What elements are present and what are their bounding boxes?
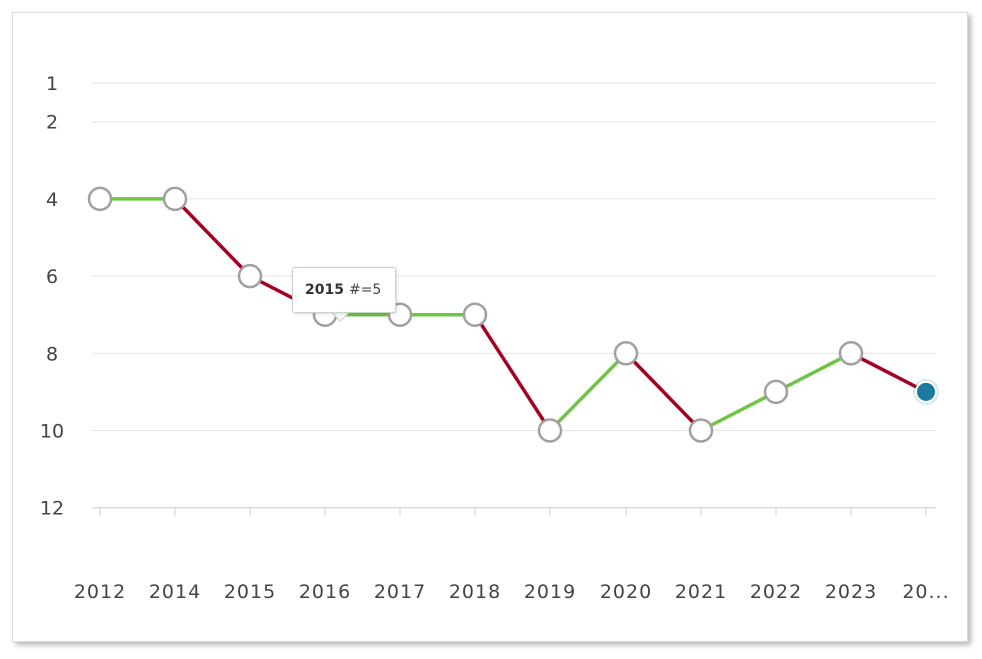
series-segment [624, 351, 703, 433]
y-tick-label: 1 [46, 73, 58, 95]
series-segments [98, 197, 928, 433]
x-tick-label: 2014 [149, 581, 201, 603]
y-tick-label: 10 [40, 421, 64, 443]
series-points [87, 186, 939, 443]
x-tick-label: 2012 [74, 581, 126, 603]
x-tick-label: 2018 [449, 581, 501, 603]
series-segment [473, 312, 552, 433]
x-tick-label: 2015 [224, 581, 276, 603]
x-tick-label: 2017 [374, 581, 426, 603]
data-point[interactable] [237, 263, 263, 289]
x-tick-label: 2016 [299, 581, 351, 603]
x-tick-label: 2019 [524, 581, 576, 603]
data-point[interactable] [87, 186, 113, 212]
x-tick-label: 2020 [600, 581, 652, 603]
tooltip-year: 2015 [305, 282, 344, 298]
data-point[interactable] [763, 379, 789, 405]
series-segment [699, 390, 778, 433]
series-segment [774, 351, 853, 394]
tooltip-value: #=5 [348, 282, 382, 298]
x-tick-label: 2023 [825, 581, 877, 603]
y-tick-label: 6 [46, 266, 58, 288]
data-point[interactable] [688, 418, 714, 443]
tooltip: 2015 #=5 [292, 267, 396, 313]
y-tick-label: 8 [46, 343, 58, 365]
series-segment [173, 197, 252, 278]
series-segment [849, 351, 928, 394]
x-axis: 2012 2014 2015 2016 2017 2018 2019 2020 2021 2022… [74, 507, 949, 603]
chart-card [12, 12, 968, 642]
data-point[interactable] [613, 341, 639, 366]
y-tick-label: 2 [46, 112, 58, 134]
x-tick-label: 2021 [675, 581, 727, 603]
series-segment [548, 351, 628, 433]
data-point[interactable] [462, 302, 488, 327]
data-point[interactable] [537, 418, 563, 443]
x-tick-label: 2022 [750, 581, 802, 603]
data-point[interactable] [162, 186, 188, 212]
y-tick-label: 12 [40, 498, 64, 520]
data-point-highlighted[interactable] [915, 380, 937, 403]
y-tick-label: 4 [46, 189, 58, 211]
grid-lines [92, 82, 936, 509]
x-tick-label: 20... [902, 581, 949, 603]
data-point[interactable] [838, 341, 864, 366]
